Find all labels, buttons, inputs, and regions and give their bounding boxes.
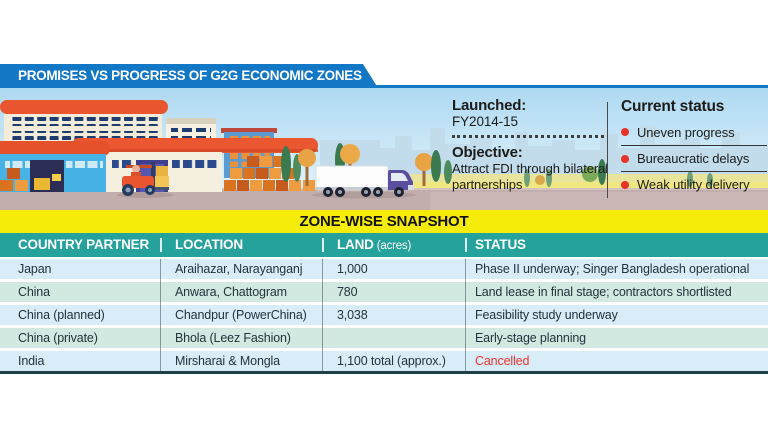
table-bottom-border [0,371,768,374]
cell-country: Japan [18,262,52,276]
vertical-divider [607,102,608,198]
cell-status: Feasibility study underway [475,308,618,322]
cell-land: 3,038 [337,308,368,322]
red-bullet-icon [621,128,629,136]
page-title: PROMISES VS PROGRESS OF G2G ECONOMIC ZON… [18,68,362,83]
cell-land: 1,000 [337,262,368,276]
launched-value: FY2014-15 [452,114,518,129]
column-divider [465,259,466,371]
status-item: Uneven progress [621,119,767,145]
cell-status: Phase II underway; Singer Bangladesh ope… [475,262,750,276]
forklift-icon [117,162,173,198]
column-header-status: STATUS [475,237,526,252]
cell-location: Anwara, Chattogram [175,285,287,299]
column-header-location: LOCATION [175,237,243,252]
current-status-title: Current status [621,98,725,115]
zone-table: COUNTRY PARTNER LOCATION LAND (acres) ST… [0,233,768,374]
industrial-scene-illustration [0,88,768,210]
table-row: India Mirsharai & Mongla 1,100 total (ap… [0,351,768,371]
header-separator [160,238,162,252]
column-header-land: LAND (acres) [337,233,411,258]
cell-status: Early-stage planning [475,331,586,345]
cell-country: India [18,354,45,368]
snapshot-title: ZONE-WISE SNAPSHOT [299,213,469,230]
cell-status: Land lease in final stage; contractors s… [475,285,732,299]
status-item: Bureaucratic delays [621,145,767,171]
cell-country: China (planned) [18,308,105,322]
current-status-block: Current status Uneven progress Bureaucra… [621,97,767,197]
red-bullet-icon [621,180,629,189]
table-row: China (private) Bhola (Leez Fashion) Ear… [0,328,768,348]
cell-location: Araihazar, Narayanganj [175,262,303,276]
cell-location: Bhola (Leez Fashion) [175,331,291,345]
trees-group [281,143,360,186]
dotted-separator [452,133,604,138]
status-item: Weak utility delivery [621,171,767,197]
cell-location: Mirsharai & Mongla [175,354,280,368]
table-row: China (planned) Chandpur (PowerChina) 3,… [0,305,768,325]
snapshot-title-banner: ZONE-WISE SNAPSHOT [0,210,768,233]
cell-land: 1,100 total (approx.) [337,354,446,368]
cell-location: Chandpur (PowerChina) [175,308,307,322]
status-item-label: Uneven progress [637,124,735,140]
launched-label: Launched: [452,97,527,114]
cell-status: Cancelled [475,354,530,368]
column-header-land-main: LAND [337,237,374,252]
column-divider [160,259,161,371]
header-separator [322,238,324,252]
column-divider [322,259,323,371]
cell-country: China [18,285,50,299]
table-body: Japan Araihazar, Narayanganj 1,000 Phase… [0,259,768,371]
column-header-country: COUNTRY PARTNER [18,237,150,252]
table-row: China Anwara, Chattogram 780 Land lease … [0,282,768,302]
truck-icon [312,165,416,199]
banner-underline [0,85,768,88]
table-header-row: COUNTRY PARTNER LOCATION LAND (acres) ST… [0,233,768,257]
header-separator [465,238,467,252]
red-bullet-icon [621,154,629,163]
trees-right-group [415,150,713,187]
table-row: Japan Araihazar, Narayanganj 1,000 Phase… [0,259,768,279]
objective-label: Objective: [452,144,523,161]
column-header-land-unit: (acres) [373,240,412,252]
scene-svg [0,88,768,210]
cell-land: 780 [337,285,358,299]
status-item-label: Bureaucratic delays [637,151,750,166]
cell-country: China (private) [18,331,98,345]
launch-info-block: Launched: FY2014-15 Objective: Attract F… [452,97,638,193]
page-title-banner: PROMISES VS PROGRESS OF G2G ECONOMIC ZON… [0,64,378,88]
objective-value: Attract FDI through bilateral partnershi… [452,161,609,192]
status-item-label: Weak utility delivery [637,177,750,192]
